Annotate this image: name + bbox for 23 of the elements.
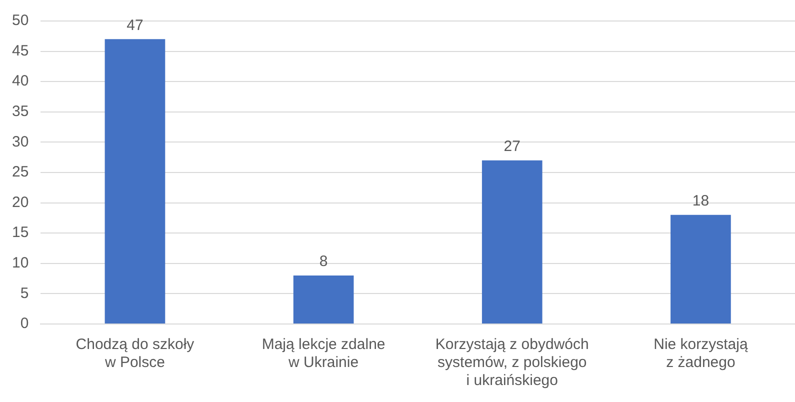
- data-label: 47: [126, 16, 144, 34]
- y-tick-label: 5: [20, 284, 29, 302]
- data-label: 18: [692, 192, 710, 210]
- data-label: 27: [504, 138, 520, 156]
- y-tick-label: 0: [20, 315, 29, 332]
- y-tick-label: 20: [12, 194, 29, 211]
- bar: [104, 39, 166, 324]
- bar: [293, 276, 354, 324]
- y-tick-label: 35: [12, 103, 29, 120]
- y-tick-label: 45: [12, 42, 29, 60]
- y-tick-label: 10: [12, 254, 29, 272]
- bar: [482, 160, 542, 324]
- y-tick-label: 15: [12, 224, 29, 242]
- x-tick-label: Nie korzystają z żadnego: [654, 336, 748, 372]
- y-tick-label: 40: [12, 72, 29, 90]
- data-label: 8: [319, 253, 328, 270]
- x-tick-label: Mają lekcje zdalne w Ukrainie: [262, 336, 386, 372]
- y-tick-label: 25: [12, 164, 29, 181]
- bar: [670, 214, 731, 324]
- y-tick-label: 30: [12, 133, 29, 150]
- x-tick-label: Korzystają z obydwóch systemów, z polskiego i ukraińskiego: [435, 336, 589, 390]
- x-tick-label: Chodzą do szkoły w Polsce: [76, 336, 195, 372]
- y-tick-label: 50: [12, 12, 29, 30]
